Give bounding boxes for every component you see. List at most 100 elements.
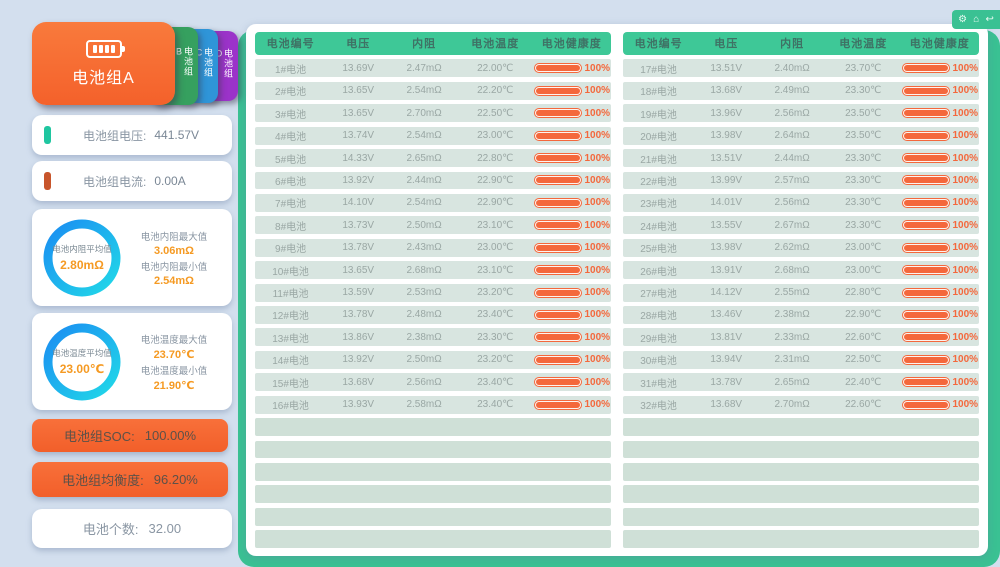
table-row: 31#电池 13.78V 2.65mΩ 22.40℃ 100%: [623, 373, 979, 392]
cell: 9#电池: [275, 244, 307, 256]
cell: 23.00℃: [477, 242, 514, 254]
home-icon[interactable]: ⌂: [973, 13, 980, 25]
empty-row: [255, 485, 611, 504]
table-header-row: 电池编号 电压 内阻 电池温度 电池健康度: [255, 32, 611, 55]
column-header: 电池温度: [471, 38, 520, 51]
health-bar: [533, 332, 582, 343]
empty-row: [255, 507, 611, 526]
cell: 22.50℃: [477, 107, 514, 119]
cell: 23.00℃: [845, 264, 882, 276]
health-value: 100%: [952, 62, 979, 74]
health-value: 100%: [584, 287, 611, 299]
return-icon[interactable]: ↩: [985, 13, 994, 25]
current-indicator-icon: [44, 172, 51, 190]
health-value: 100%: [952, 354, 979, 366]
health-cell: 100%: [533, 175, 611, 186]
cell: 2.50mΩ: [406, 219, 442, 231]
cell: 11#电池: [272, 289, 309, 301]
cell: 13.92V: [342, 174, 375, 186]
cell: 22.40℃: [845, 376, 882, 388]
resistance-gauge-ring: 电池内阻平均值 2.80mΩ: [42, 218, 122, 298]
table-row: 8#电池 13.73V 2.50mΩ 23.10℃ 100%: [255, 216, 611, 235]
cell: 2.56mΩ: [774, 107, 810, 119]
resistance-max-label: 电池内阻最大值: [140, 231, 208, 243]
cell: 4#电池: [275, 132, 307, 144]
health-value: 100%: [584, 264, 611, 276]
table-row: 14#电池 13.92V 2.50mΩ 23.20℃ 100%: [255, 350, 611, 369]
cell: 13.94V: [710, 354, 743, 366]
health-value: 100%: [952, 242, 979, 254]
cell: 23.50℃: [845, 130, 882, 142]
tab-label: 电池组B: [174, 46, 193, 77]
health-bar: [901, 130, 950, 141]
cell: 2.58mΩ: [406, 399, 442, 411]
health-value: 100%: [952, 331, 979, 343]
health-value: 100%: [584, 152, 611, 164]
cell: 13.59V: [342, 287, 375, 299]
health-value: 100%: [584, 85, 611, 97]
health-cell: 100%: [533, 354, 611, 365]
health-cell: 100%: [533, 220, 611, 231]
table-row: 30#电池 13.94V 2.31mΩ 22.50℃ 100%: [623, 350, 979, 369]
table-row: 29#电池 13.81V 2.33mΩ 22.60℃ 100%: [623, 328, 979, 347]
cell: 13.78V: [342, 242, 375, 254]
cell: 2.44mΩ: [406, 174, 442, 186]
gear-icon[interactable]: ⚙: [958, 13, 968, 25]
health-value: 100%: [952, 264, 979, 276]
health-cell: 100%: [901, 63, 979, 74]
health-value: 100%: [584, 219, 611, 231]
health-cell: 100%: [901, 175, 979, 186]
cell: 13.69V: [342, 62, 375, 74]
health-bar: [901, 197, 950, 208]
column-header: 电池健康度: [541, 38, 602, 51]
health-cell: 100%: [901, 153, 979, 164]
balance-value: 96.20%: [153, 472, 198, 487]
cell: 22.90℃: [477, 197, 514, 209]
health-value: 100%: [952, 376, 979, 388]
table-row: 26#电池 13.91V 2.68mΩ 23.00℃ 100%: [623, 261, 979, 280]
cell: 3#电池: [275, 109, 307, 121]
cell: 2.54mΩ: [406, 197, 442, 209]
cell: 17#电池: [640, 64, 677, 76]
health-cell: 100%: [533, 108, 611, 119]
health-value: 100%: [584, 376, 611, 388]
health-bar: [901, 242, 950, 253]
table-row: 16#电池 13.93V 2.58mΩ 23.40℃ 100%: [255, 395, 611, 414]
health-cell: 100%: [533, 85, 611, 96]
cell: 22.50℃: [845, 354, 882, 366]
table-row: 11#电池 13.59V 2.53mΩ 23.20℃ 100%: [255, 283, 611, 302]
cell: 2.54mΩ: [406, 130, 442, 142]
health-bar: [901, 220, 950, 231]
cell: 7#电池: [275, 199, 307, 211]
cell: 26#电池: [640, 266, 677, 278]
column-header: 内阻: [780, 38, 805, 51]
health-bar: [901, 399, 950, 410]
tab-battery-group-a-active[interactable]: 电池组A: [32, 22, 175, 105]
table-row: 17#电池 13.51V 2.40mΩ 23.70℃ 100%: [623, 59, 979, 78]
health-cell: 100%: [901, 399, 979, 410]
balance-label: 电池组均衡度:: [62, 473, 144, 488]
count-label: 电池个数:: [82, 522, 139, 537]
empty-row: [623, 507, 979, 526]
cell: 23.40℃: [477, 309, 514, 321]
cell: 23.30℃: [845, 152, 882, 164]
health-bar: [533, 197, 582, 208]
cell: 23.40℃: [477, 376, 514, 388]
cell: 31#电池: [640, 378, 677, 390]
table-row: 6#电池 13.92V 2.44mΩ 22.90℃ 100%: [255, 171, 611, 190]
health-value: 100%: [952, 287, 979, 299]
cell: 23.30℃: [845, 197, 882, 209]
empty-row: [623, 418, 979, 437]
temperature-max-value: 23.70℃: [153, 348, 195, 361]
health-bar: [533, 354, 582, 365]
column-header: 电池温度: [839, 38, 888, 51]
balance-stat-bar: 电池组均衡度: 96.20%: [32, 462, 228, 497]
temperature-gauge-ring: 电池温度平均值 23.00℃: [42, 322, 122, 402]
cell: 22.20℃: [477, 85, 514, 97]
soc-stat-bar: 电池组SOC: 100.00%: [32, 419, 228, 452]
cell: 2.49mΩ: [774, 85, 810, 97]
cell: 22.80℃: [477, 152, 514, 164]
cell: 13.73V: [342, 219, 375, 231]
cell: 22.80℃: [845, 287, 882, 299]
cell: 8#电池: [275, 221, 307, 233]
